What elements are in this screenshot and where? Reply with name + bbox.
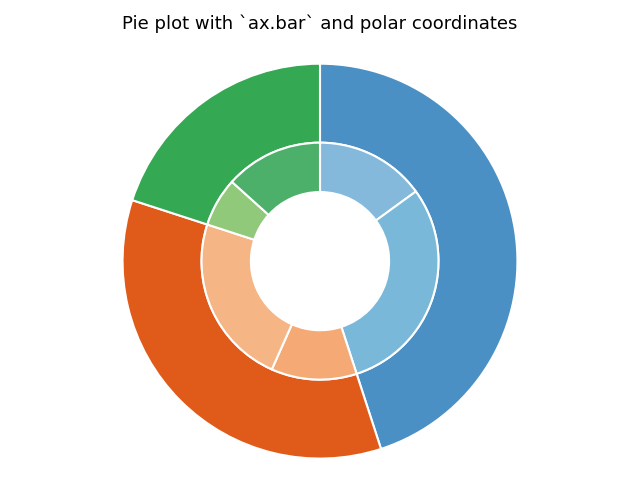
Bar <box>272 324 356 380</box>
Title: Pie plot with `ax.bar` and polar coordinates: Pie plot with `ax.bar` and polar coordin… <box>122 15 518 34</box>
Bar <box>122 200 381 458</box>
Bar <box>320 143 416 220</box>
Bar <box>320 64 518 449</box>
Bar <box>132 64 320 225</box>
Bar <box>202 225 292 370</box>
Bar <box>207 182 269 240</box>
Bar <box>341 192 438 374</box>
Bar <box>232 143 320 215</box>
